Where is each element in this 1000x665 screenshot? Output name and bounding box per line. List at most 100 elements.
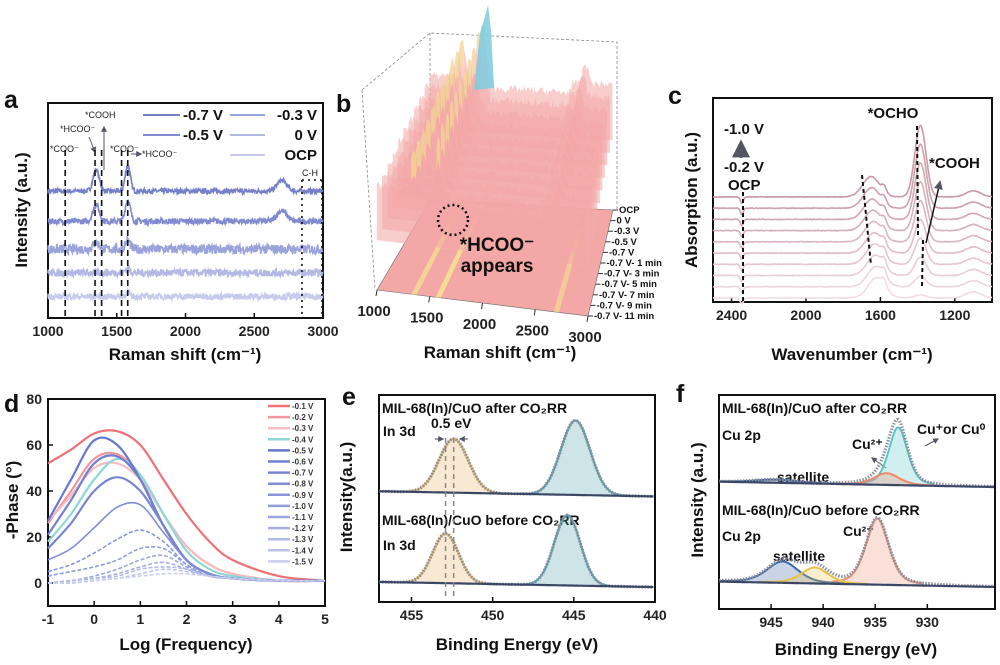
annotation-hcoo: *HCOO⁻ (60, 124, 96, 134)
legend-label: -0.1 V (292, 402, 314, 411)
peak-fill (517, 420, 633, 496)
x-tick-label: 2000 (790, 307, 821, 323)
y-axis-label: Absorption (a.u.) (682, 132, 701, 268)
x-tick-label: 2500 (239, 323, 270, 339)
legend-label: -0.4 V (292, 435, 314, 444)
panel-e-xps-in3d: Intensity(a.u.) Binding Energy (eV) MIL-… (337, 394, 667, 654)
x-tick-label: 3 (229, 611, 237, 627)
raw-data-points (379, 418, 654, 498)
series-line (47, 545, 326, 582)
surface-ridge (450, 100, 454, 141)
legend-label: -1.2 V (292, 524, 314, 533)
y-category-label: -0.3 V (614, 226, 640, 237)
box-edges (361, 32, 618, 291)
panel-label-c: c (668, 82, 682, 110)
legend-label: -1.5 V (292, 557, 314, 566)
legend-label: -0.8 V (292, 480, 314, 489)
peak-fill (393, 533, 496, 585)
series-line (47, 529, 326, 582)
x-tick-label: 450 (481, 607, 505, 623)
x-tick (481, 302, 483, 310)
x-tick-label: 1600 (865, 307, 896, 323)
surface-ridge (445, 113, 450, 149)
spectrum-title-before: MIL-68(In)/CuO before CO₂RR (722, 502, 920, 518)
surface-ridge (468, 58, 472, 97)
legend-label: -0.7 V (292, 469, 314, 478)
x-tick-label: 1500 (101, 323, 132, 339)
spectrum-subtitle-before: Cu 2p (722, 528, 761, 544)
series-line (712, 180, 993, 238)
spectrum-title-before: MIL-68(In)/CuO before CO₂RR (382, 512, 580, 528)
x-tick-label: 1 (136, 611, 144, 627)
y-axis-label: -Phase (°) (3, 461, 22, 540)
annotation-top-potential: -1.0 V (724, 121, 764, 138)
arrow-icon (924, 438, 940, 447)
legend-label: -0.7 V (183, 107, 223, 124)
annotation-coo: *COO⁻ (50, 144, 79, 154)
annotation-cooh: *COOH (85, 110, 116, 120)
x-tick-label: 440 (643, 607, 667, 623)
legend-label: -1.3 V (292, 535, 314, 544)
label-cu1-cu0: Cu⁺or Cu⁰ (917, 421, 986, 437)
y-category-label: -0.7 V- 3 min (604, 269, 660, 280)
legend-label: -0.2 V (292, 413, 314, 422)
series-line (712, 253, 992, 283)
y-tick-label: 20 (26, 529, 42, 545)
panel-d-bode: -Phase (°) Log (Frequency) -1 0 1 2 3 4 5 0 20 40… (3, 391, 329, 654)
y-tick-label: 0 (34, 575, 42, 591)
y-tick-label: 80 (26, 391, 42, 407)
x-tick-label: 2000 (170, 323, 201, 339)
annotation-bottom-potential: -0.2 V (724, 159, 764, 176)
spectrum-title-after: MIL-68(In)/CuO after CO₂RR (382, 400, 567, 416)
y-category-label: -0.5 V (612, 237, 638, 248)
series-line (712, 218, 993, 260)
x-tick-label: 0 (90, 611, 98, 627)
x-tick (586, 315, 589, 323)
surface-ridge (440, 82, 445, 117)
highlight-circle (436, 203, 470, 237)
annotation-ocho: *OCHO (868, 105, 919, 122)
peak-fill (515, 515, 618, 587)
series-line (712, 124, 993, 205)
annotation-hcoo-2: *HCOO⁻ (142, 149, 178, 159)
legend-label: -0.5 V (183, 127, 223, 144)
peak-fill (395, 438, 511, 494)
x-tick-label: -1 (42, 611, 55, 627)
panel-label-f: f (676, 380, 685, 408)
y-tick-label: 40 (26, 483, 42, 499)
series-line (712, 199, 993, 249)
background-line (379, 490, 654, 498)
plot-frame (712, 97, 993, 303)
x-tick-label: 1200 (939, 307, 970, 323)
panel-b-3d-raman: Raman shift (cm⁻¹) 1000 1500 2000 2500 3000 O… (357, 5, 662, 362)
legend-label: -0.9 V (292, 491, 314, 500)
marker-line (921, 239, 924, 289)
peak-fit-line (721, 560, 844, 585)
x-tick-label: 3000 (307, 323, 338, 339)
background-line (719, 580, 994, 588)
series-line (712, 265, 992, 294)
spectrum-subtitle-after: Cu 2p (722, 427, 761, 443)
surface-ridge (435, 89, 441, 134)
x-tick (428, 296, 431, 303)
annotation-hcoo: *HCOO⁻ (460, 235, 534, 256)
x-tick-label: 2400 (716, 307, 747, 323)
x-tick-label: 3000 (568, 329, 601, 346)
y-axis-label: Intensity (a.u.) (12, 152, 31, 267)
spectrum-subtitle-after: In 3d (383, 423, 416, 439)
legend-label: -1.4 V (292, 546, 314, 555)
arrow-icon (88, 136, 97, 154)
surface-ridge (425, 118, 431, 156)
x-tick-label: 1000 (357, 303, 390, 320)
panel-a-raman: Intensity (a.u.) Raman shift (cm⁻¹) -0.7… (12, 102, 339, 364)
peak-fit-line (760, 566, 868, 585)
y-category-label: -0.7 V- 11 min (594, 311, 654, 322)
series-line (47, 263, 324, 280)
series-line (47, 429, 326, 582)
legend-label: -0.6 V (292, 458, 314, 467)
y-axis-label: Intensity(a.u.) (337, 442, 356, 553)
series-line (713, 276, 993, 306)
y-category-label: -0.7 V- 5 min (602, 279, 658, 290)
annotation-ch: C-H (302, 168, 318, 178)
panel-c-ftir: Absorption (a.u.) Wavenumber (cm⁻¹) -1.0… (682, 97, 993, 364)
